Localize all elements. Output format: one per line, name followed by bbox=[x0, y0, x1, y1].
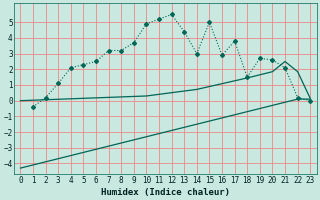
X-axis label: Humidex (Indice chaleur): Humidex (Indice chaleur) bbox=[101, 188, 230, 197]
